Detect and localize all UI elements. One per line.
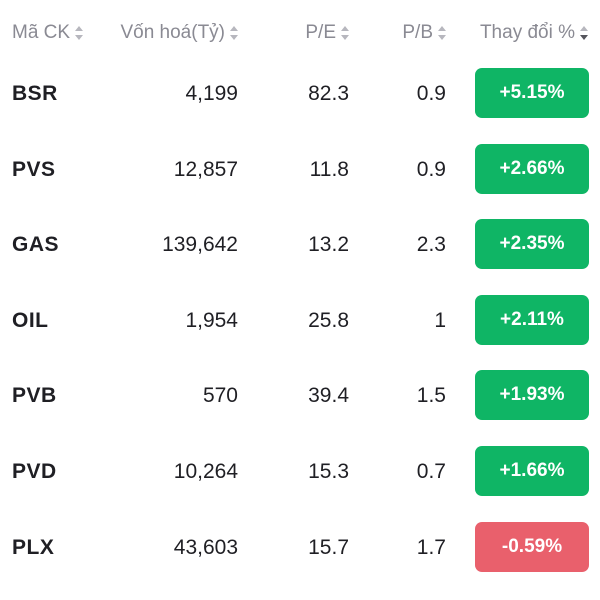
change-badge[interactable]: +1.93%: [475, 370, 589, 421]
sort-desc-icon: [580, 26, 588, 40]
table-header: Mã CK Vốn hoá(Tỷ) P/E P/B Thay đổi %: [0, 0, 600, 68]
sort-icon: [230, 26, 238, 40]
stock-code: GAS: [12, 233, 60, 257]
column-header-label: Thay đổi %: [479, 22, 575, 43]
change-badge[interactable]: +2.35%: [475, 219, 589, 270]
market-cap-value: 139,642: [162, 233, 238, 257]
pe-value: 15.7: [308, 535, 349, 559]
column-header-label: P/B: [402, 22, 433, 43]
column-header-label: P/E: [305, 22, 336, 43]
pb-value: 2.3: [416, 233, 446, 257]
table-row[interactable]: GAS 139,642 13.2 2.3 +2.35%: [0, 219, 600, 295]
column-header-label: Vốn hoá(Tỷ): [120, 22, 225, 43]
column-header-market-cap[interactable]: Vốn hoá(Tỷ): [120, 22, 238, 44]
sort-icon: [75, 26, 84, 40]
change-badge[interactable]: +5.15%: [475, 68, 589, 118]
stock-code: PLX: [12, 535, 55, 559]
pe-value: 13.2: [308, 233, 349, 257]
table-row[interactable]: BSR 4,199 82.3 0.9 +5.15%: [0, 68, 600, 144]
table-row[interactable]: PVD 10,264 15.3 0.7 +1.66%: [0, 445, 600, 522]
pe-value: 39.4: [308, 384, 349, 408]
stock-code: BSR: [12, 82, 58, 105]
pe-value: 15.3: [308, 459, 349, 483]
column-header-code[interactable]: Mã CK: [12, 22, 84, 44]
pb-value: 0.7: [416, 459, 446, 483]
market-cap-value: 570: [202, 384, 238, 408]
stock-code: PVD: [12, 459, 57, 483]
table-row[interactable]: PVS 12,857 11.8 0.9 +2.66%: [0, 143, 600, 220]
pb-value: 0.9: [416, 157, 446, 181]
pb-value: 1: [434, 308, 446, 332]
column-header-change[interactable]: Thay đổi %: [480, 22, 588, 44]
pe-value: 82.3: [308, 82, 349, 105]
change-badge[interactable]: -0.59%: [475, 521, 589, 572]
stock-code: PVS: [12, 157, 56, 181]
change-badge[interactable]: +1.66%: [475, 445, 589, 496]
change-badge[interactable]: +2.11%: [475, 294, 589, 345]
stock-code: OIL: [12, 308, 49, 332]
table-row[interactable]: PLX 43,603 15.7 1.7 -0.59%: [0, 521, 600, 598]
column-header-pb[interactable]: P/B: [402, 22, 446, 44]
pb-value: 1.5: [416, 384, 446, 408]
pe-value: 11.8: [309, 157, 349, 181]
change-badge[interactable]: +2.66%: [475, 143, 589, 194]
column-header-pe[interactable]: P/E: [305, 22, 349, 44]
market-cap-value: 4,199: [185, 82, 238, 105]
market-cap-value: 10,264: [173, 459, 238, 483]
pb-value: 1.7: [416, 535, 446, 559]
pb-value: 0.9: [416, 82, 446, 105]
sort-icon: [438, 26, 446, 40]
table-row[interactable]: PVB 570 39.4 1.5 +1.93%: [0, 370, 600, 446]
sort-icon: [341, 26, 349, 40]
table-row[interactable]: OIL 1,954 25.8 1 +2.11%: [0, 294, 600, 371]
market-cap-value: 12,857: [173, 157, 238, 181]
market-cap-value: 1,954: [185, 308, 238, 332]
stock-code: PVB: [12, 384, 57, 408]
pe-value: 25.8: [308, 308, 349, 332]
market-cap-value: 43,603: [173, 535, 238, 559]
column-header-label: Mã CK: [12, 22, 71, 43]
